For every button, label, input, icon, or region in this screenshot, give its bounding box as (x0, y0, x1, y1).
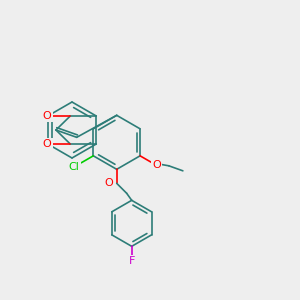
Text: O: O (43, 111, 52, 121)
Text: O: O (104, 178, 113, 188)
Text: O: O (152, 160, 161, 170)
Text: Cl: Cl (69, 162, 80, 172)
Text: O: O (43, 139, 52, 149)
Text: F: F (128, 256, 135, 266)
